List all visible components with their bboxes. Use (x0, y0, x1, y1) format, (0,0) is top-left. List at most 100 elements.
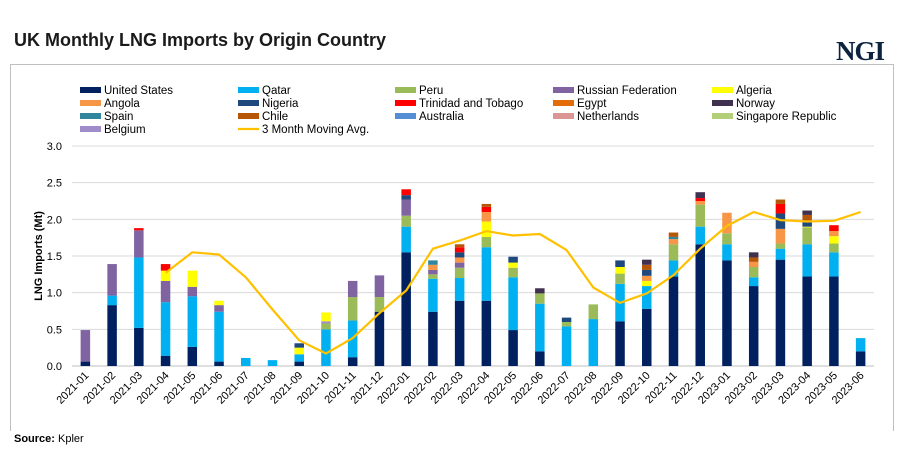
legend-label: Spain (104, 111, 133, 123)
bar-segment-chile (748, 257, 759, 262)
bar-segment-trinidad-and-tobago (481, 206, 492, 212)
bar-segment-united-states (428, 311, 438, 366)
bar-segment-qatar (535, 303, 545, 352)
legend-label: Angola (104, 98, 140, 110)
bar-segment-qatar (321, 329, 331, 366)
chart-title: UK Monthly LNG Imports by Origin Country (14, 30, 386, 50)
bar-segment-qatar (294, 354, 304, 362)
bar-segment-peru (374, 297, 385, 312)
y-tick-label: 0.5 (47, 324, 62, 336)
y-tick-label: 1.0 (47, 288, 62, 300)
bar-segment-algeria (160, 270, 171, 281)
bar-segment-qatar (401, 226, 411, 253)
bar-segment-qatar (802, 244, 812, 277)
bar-segment-qatar (829, 252, 839, 277)
ngi-logo: NGI (835, 36, 885, 66)
legend-swatch (553, 113, 574, 119)
bar-segment-qatar (748, 277, 759, 287)
bar-segment-united-states (134, 327, 144, 366)
bar-segment-qatar (561, 326, 572, 366)
bar-segment-peru (668, 244, 679, 261)
bar-segment-peru (829, 243, 839, 253)
legend-swatch (395, 100, 416, 106)
bar-segment-nigeria (401, 195, 411, 200)
bar-segment-peru (722, 233, 732, 245)
legend-swatch (238, 113, 259, 119)
bar-segment-peru (615, 273, 625, 284)
bar-segment-angola (668, 239, 679, 245)
bar-segment-trinidad-and-tobago (695, 198, 705, 201)
legend-swatch (395, 113, 416, 119)
bar-segment-united-states (508, 330, 518, 366)
bar-segment-angola (428, 264, 438, 270)
bar-segment-russian-federation (187, 286, 198, 297)
bar-segment-qatar (668, 260, 679, 277)
bar-segment-peru (775, 243, 786, 249)
bar-segment-peru (588, 304, 599, 320)
bar-segment-angola (642, 275, 652, 281)
bar-segment-norway (695, 192, 705, 199)
bar-segment-peru (454, 267, 465, 278)
bar-segment-qatar (241, 357, 251, 366)
bar-segment-russian-federation (214, 305, 224, 312)
bar-segment-nigeria (561, 317, 572, 322)
legend-swatch (238, 87, 259, 93)
legend-label: Norway (736, 98, 775, 110)
bar-segment-qatar (428, 278, 438, 312)
bar-segment-nigeria (294, 343, 304, 348)
bar-segment-algeria (642, 280, 652, 287)
bar-segment-peru (748, 267, 759, 278)
legend-label: Belgium (104, 124, 146, 136)
bar-segment-algeria (294, 347, 304, 355)
bar-segment-trinidad-and-tobago (829, 225, 839, 232)
legend-swatch (712, 87, 733, 93)
legend-swatch (395, 87, 416, 93)
bar-segment-united-states (855, 351, 866, 366)
bar-segment-nigeria (615, 260, 625, 267)
bar-segment-trinidad-and-tobago (134, 228, 144, 231)
bar-segment-angola (748, 261, 759, 267)
bar-segment-qatar (642, 286, 652, 309)
bar-segment-algeria (802, 226, 812, 228)
bar-segment-norway (642, 259, 652, 265)
bar-segment-belgium (374, 275, 385, 276)
bar-segment-peru (401, 215, 411, 227)
legend-label: Australia (419, 111, 464, 123)
bar-segment-united-states (80, 361, 91, 366)
bar-segment-peru (428, 274, 438, 279)
bar-segment-norway (748, 252, 759, 258)
bar-segment-nigeria (508, 256, 518, 263)
bar-segment-nigeria (802, 221, 812, 227)
source-value: Kpler (58, 433, 84, 445)
bar-segment-angola (722, 212, 732, 234)
bar-segment-peru (802, 227, 812, 245)
legend-label: Chile (262, 111, 288, 123)
bar-segment-chile (642, 264, 652, 270)
bar-segment-norway (535, 288, 545, 294)
bar-segment-chile (802, 214, 812, 222)
y-tick-label: 1.5 (47, 251, 62, 263)
bar-segment-united-states (160, 355, 171, 366)
bar-segment-united-states (214, 361, 224, 366)
bar-segment-qatar (187, 296, 198, 347)
bar-segment-chile (775, 199, 786, 204)
bar-segment-spain (668, 236, 679, 240)
legend-label: Netherlands (577, 111, 639, 123)
bar-segment-russian-federation (454, 262, 465, 268)
bar-segment-peru (321, 323, 331, 330)
legend-label: United States (104, 85, 173, 97)
legend-label: Singapore Republic (736, 111, 837, 123)
bar-segment-algeria (829, 236, 839, 244)
legend-label: Egypt (577, 98, 607, 110)
bar-segment-united-states (481, 300, 492, 366)
bar-segment-spain (428, 260, 438, 265)
source-note: Source: Kpler (14, 433, 84, 445)
bar-segment-norway (802, 210, 812, 215)
legend-swatch (712, 113, 733, 119)
bar-segment-algeria (321, 312, 331, 322)
bar-segment-trinidad-and-tobago (454, 247, 465, 253)
bar-segment-angola (829, 231, 839, 237)
bar-segment-united-states (374, 311, 385, 366)
bar-segment-nigeria (642, 269, 652, 276)
